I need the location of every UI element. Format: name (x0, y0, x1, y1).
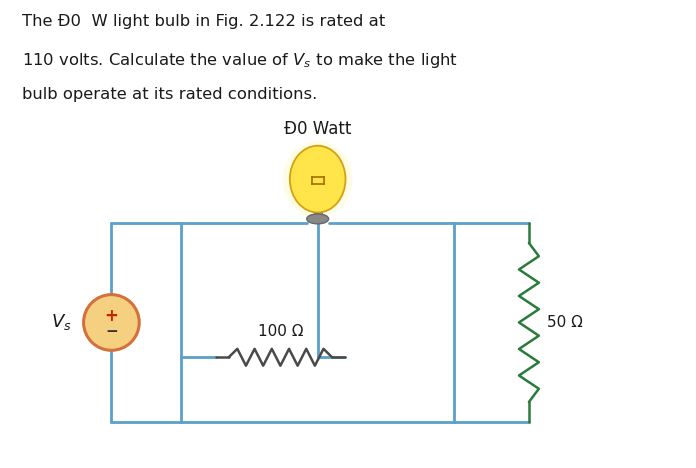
Text: 50 Ω: 50 Ω (547, 315, 583, 330)
Text: +: + (104, 307, 118, 324)
Ellipse shape (84, 295, 139, 351)
Ellipse shape (283, 141, 352, 217)
Text: 110 volts. Calculate the value of $V_s$ to make the light: 110 volts. Calculate the value of $V_s$ … (22, 51, 458, 70)
Text: 100 Ω: 100 Ω (258, 324, 303, 339)
Ellipse shape (290, 146, 345, 212)
Text: Đ0 Watt: Đ0 Watt (284, 120, 351, 138)
Text: bulb operate at its rated conditions.: bulb operate at its rated conditions. (22, 87, 317, 102)
Text: −: − (105, 324, 118, 339)
Ellipse shape (307, 214, 329, 224)
Text: $V_s$: $V_s$ (51, 313, 72, 332)
Text: The Đ0  W light bulb in Fig. 2.122 is rated at: The Đ0 W light bulb in Fig. 2.122 is rat… (22, 15, 385, 29)
FancyBboxPatch shape (314, 207, 322, 219)
